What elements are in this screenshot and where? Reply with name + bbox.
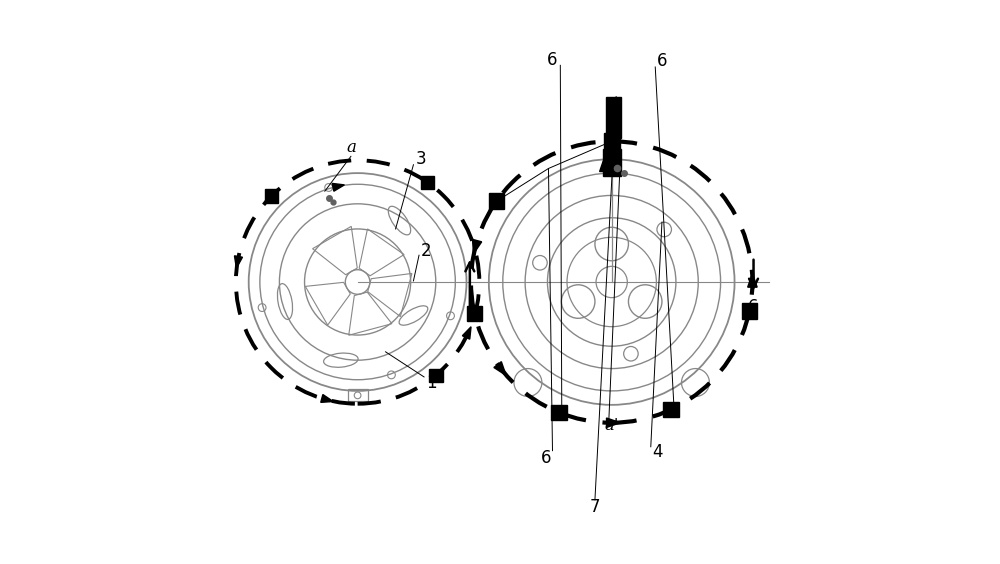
Text: 4: 4 [652, 443, 663, 461]
Polygon shape [607, 418, 620, 428]
Text: 6: 6 [657, 52, 667, 70]
Text: 7: 7 [590, 498, 600, 516]
Polygon shape [321, 395, 333, 402]
Bar [489, 193, 504, 209]
Bar [421, 175, 434, 189]
Bar [606, 96, 621, 139]
Bar [551, 404, 567, 420]
Polygon shape [462, 327, 471, 339]
Text: 1: 1 [427, 373, 437, 391]
Text: a: a [346, 139, 356, 156]
Polygon shape [234, 256, 242, 268]
Polygon shape [473, 239, 482, 254]
Bar [429, 368, 443, 382]
Text: 6: 6 [547, 51, 557, 69]
Bar [742, 303, 757, 319]
Text: 3: 3 [415, 150, 426, 168]
Bar [467, 306, 482, 321]
Bar [604, 134, 620, 149]
Text: 6: 6 [748, 298, 758, 316]
Polygon shape [748, 274, 757, 287]
Bar [663, 402, 679, 417]
Bar [348, 389, 368, 401]
Text: 2: 2 [421, 243, 432, 260]
Polygon shape [494, 362, 506, 376]
Polygon shape [600, 161, 607, 171]
Polygon shape [332, 183, 344, 191]
Text: 6: 6 [541, 449, 552, 467]
Text: a': a' [604, 417, 619, 434]
Bar [265, 189, 278, 202]
Bar [603, 149, 621, 176]
